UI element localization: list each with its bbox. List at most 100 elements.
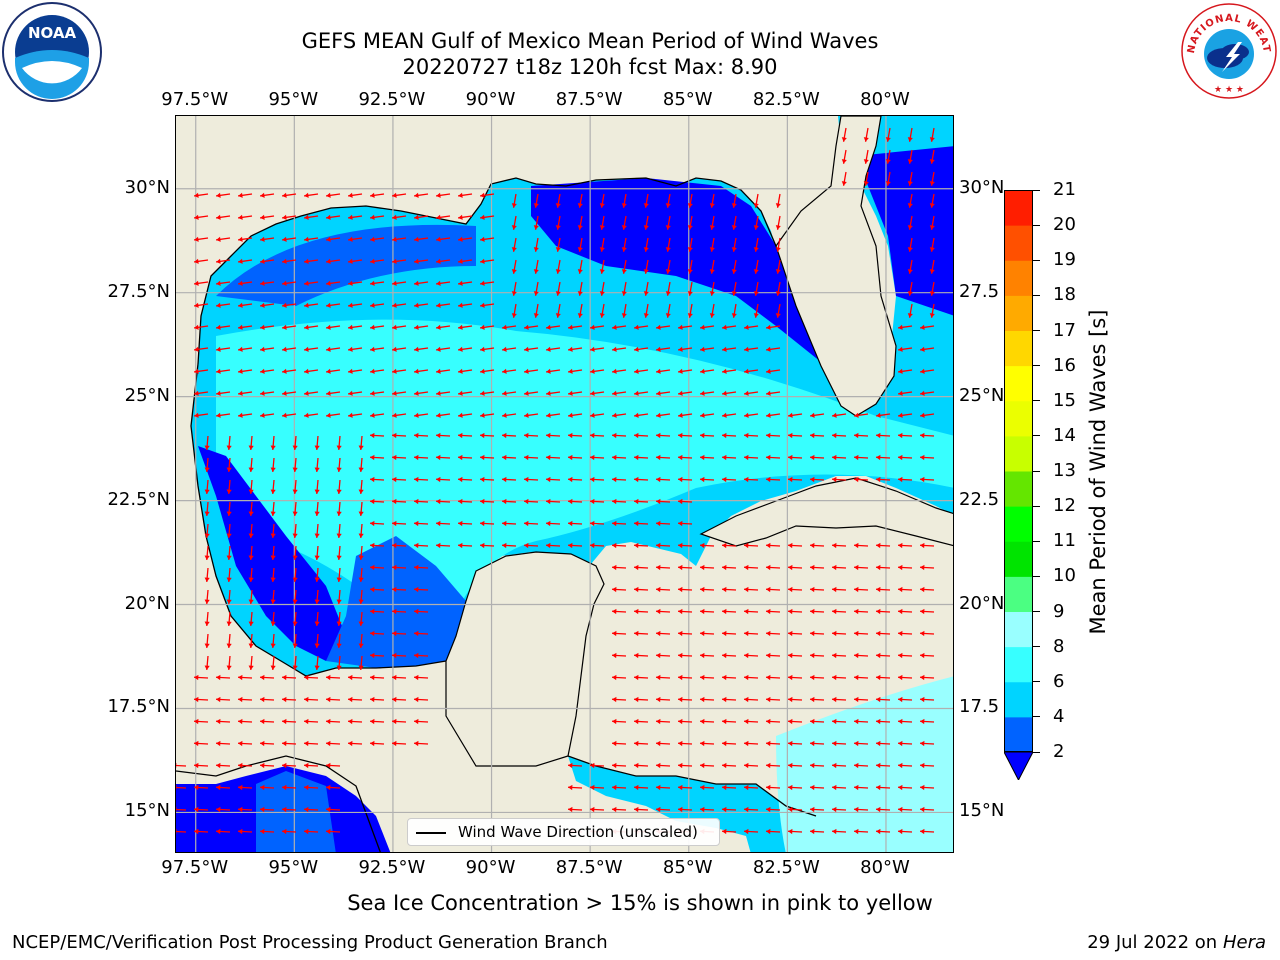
wind-arrow (237, 740, 253, 747)
wind-arrow (919, 762, 935, 769)
wind-arrow (370, 302, 385, 308)
wind-arrow (216, 236, 231, 242)
wind-arrow (765, 564, 781, 571)
wind-arrow (194, 368, 209, 374)
wind-arrow (270, 589, 276, 605)
wind-arrow (677, 520, 693, 527)
wind-arrow (568, 324, 583, 330)
wind-arrow (348, 412, 363, 418)
wind-arrow (831, 696, 847, 703)
wind-arrow (743, 740, 759, 747)
wind-arrow (392, 346, 407, 352)
wind-arrow (216, 412, 231, 418)
wind-arrow (611, 454, 627, 461)
lon-tick-bottom: 82.5°W (752, 857, 820, 878)
wind-arrow (358, 523, 364, 539)
wind-arrow (633, 608, 649, 615)
wind-arrow (436, 390, 451, 396)
wind-arrow (885, 171, 891, 186)
wind-arrow (216, 346, 231, 352)
wind-arrow (633, 586, 649, 593)
wind-arrow (369, 498, 385, 505)
wind-arrow (920, 368, 935, 374)
wind-arrow (567, 542, 583, 549)
graticule (176, 116, 953, 852)
wind-arrow (919, 828, 935, 835)
wind-arrow (919, 542, 935, 549)
wind-arrow (304, 302, 319, 308)
wind-arrow (325, 806, 341, 813)
wind-arrow (304, 346, 319, 352)
wind-arrow (831, 476, 847, 483)
wind-arrow (831, 586, 847, 593)
wind-arrow (677, 696, 693, 703)
wind-arrow (325, 740, 341, 747)
wind-arrow (392, 192, 407, 198)
wind-arrow (787, 432, 803, 439)
wind-arrow (897, 586, 913, 593)
wind-arrow (919, 608, 935, 615)
wind-arrow (413, 498, 429, 505)
wind-arrow (270, 655, 276, 671)
wind-arrow (699, 630, 715, 637)
wind-arrow (369, 476, 385, 483)
wind-arrow (215, 674, 231, 681)
colorbar-segment (1004, 716, 1033, 753)
wind-arrow (193, 696, 209, 703)
wind-arrow (176, 828, 187, 835)
wind-arrow (929, 303, 935, 318)
wind-arrow (907, 215, 913, 230)
wind-arrow (226, 479, 232, 495)
wind-arrow (292, 545, 298, 561)
wind-arrow (775, 193, 781, 208)
wind-arrow (699, 432, 715, 439)
wind-arrow (687, 259, 693, 274)
wind-arrow (787, 740, 803, 747)
wind-arrow (533, 193, 539, 208)
wind-arrow (193, 740, 209, 747)
wind-arrow (216, 280, 231, 286)
wind-arrow (391, 476, 407, 483)
wind-arrow (831, 674, 847, 681)
wind-arrow (524, 390, 539, 396)
wind-arrow (787, 564, 803, 571)
wind-arrow (655, 542, 671, 549)
wind-arrow (621, 193, 627, 208)
wind-arrow (260, 390, 275, 396)
wind-arrow (678, 412, 693, 418)
wind-arrow (226, 589, 232, 605)
wind-arrow (731, 281, 737, 296)
wind-arrow (677, 454, 693, 461)
wind-arrow (853, 652, 869, 659)
wind-arrow (655, 454, 671, 461)
wind-arrow (897, 476, 913, 483)
wind-arrow (787, 806, 803, 813)
wind-arrow (589, 806, 605, 813)
wind-arrow (853, 454, 869, 461)
wind-arrow (303, 718, 319, 725)
footer-credit: NCEP/EMC/Verification Post Processing Pr… (12, 932, 608, 953)
wind-arrow (314, 479, 320, 495)
wind-arrow (391, 740, 407, 747)
wind-arrow (853, 564, 869, 571)
wind-arrow (897, 564, 913, 571)
wind-arrow (633, 476, 649, 483)
lat-tick-left: 20°N (124, 592, 170, 614)
wind-arrow (391, 608, 407, 615)
wind-arrow (226, 523, 232, 539)
lon-tick-top: 95°W (268, 89, 319, 110)
wind-arrow (511, 237, 517, 252)
wind-arrow (611, 520, 627, 527)
map-canvas (176, 116, 953, 852)
wind-arrow (567, 498, 583, 505)
colorbar-tick-label: 15 (1053, 389, 1076, 411)
wind-arrow (259, 718, 275, 725)
wind-arrow (336, 611, 342, 627)
wind-arrow (193, 674, 209, 681)
wind-arrow (458, 368, 473, 374)
wind-arrow (204, 457, 210, 473)
wind-arrow (656, 368, 671, 374)
wind-arrow (358, 567, 364, 583)
wind-arrow (568, 412, 583, 418)
wind-arrow (413, 432, 429, 439)
